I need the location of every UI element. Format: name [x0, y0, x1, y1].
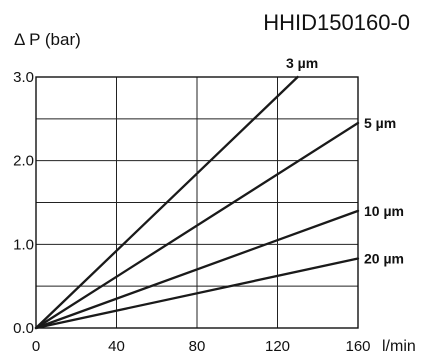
text-layer: HHID150160-0 Δ P (bar) l/min 3 µm 5 µm 10 … — [13, 10, 416, 355]
series-line-10m — [34, 209, 360, 330]
x-tick-label: 0 — [32, 338, 40, 355]
plot-frame — [35, 76, 359, 329]
series-label: 20 µm — [364, 251, 404, 267]
x-tick-label: 160 — [345, 338, 370, 355]
y-tick-label: 3.0 — [13, 69, 34, 86]
series-layer — [34, 75, 360, 330]
series-line-5m — [34, 121, 360, 330]
x-tick-label: 120 — [265, 338, 290, 355]
y-tick-label: 2.0 — [13, 153, 34, 170]
series-line-20m — [34, 257, 360, 330]
x-axis-label: l/min — [382, 338, 416, 355]
x-tick-label: 80 — [189, 338, 206, 355]
y-axis-label: Δ P (bar) — [14, 30, 81, 49]
x-tick-label: 40 — [108, 338, 125, 355]
y-tick-label: 0.0 — [13, 320, 34, 337]
series-line-3m — [34, 75, 299, 330]
series-label: 10 µm — [364, 203, 404, 219]
chart-title: HHID150160-0 — [263, 10, 410, 35]
series-label: 5 µm — [364, 115, 396, 131]
y-tick-label: 1.0 — [13, 236, 34, 253]
series-label: 3 µm — [286, 55, 318, 71]
grid-layer — [35, 76, 359, 329]
